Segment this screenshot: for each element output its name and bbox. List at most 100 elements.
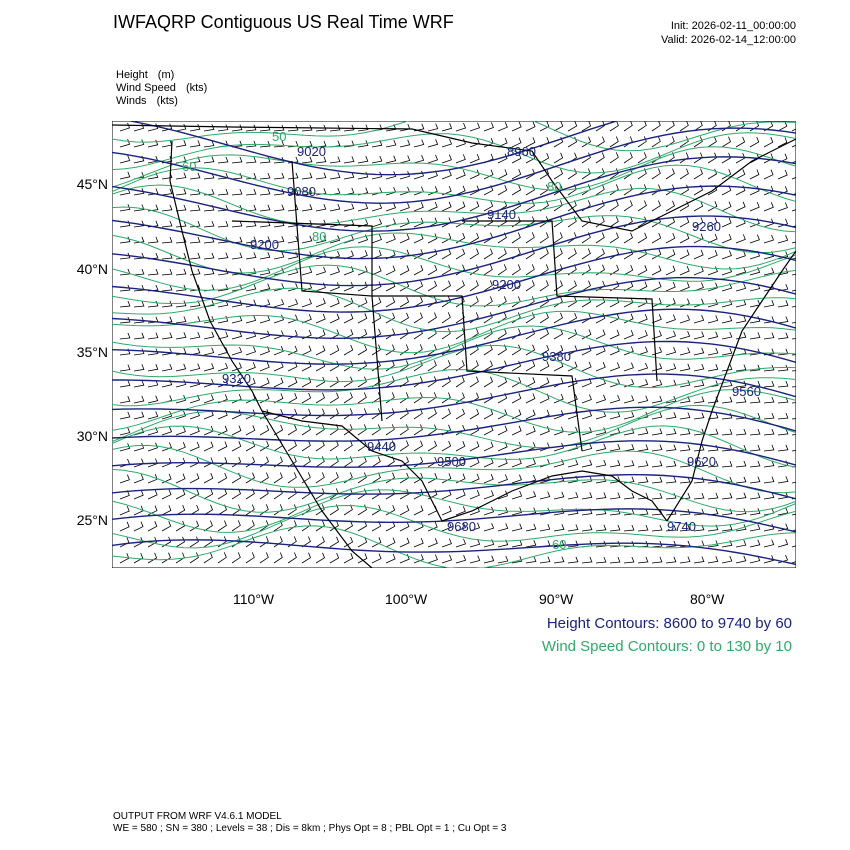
wind-barb xyxy=(651,540,663,548)
wind-barb xyxy=(735,283,747,292)
wind-barb xyxy=(357,265,368,276)
wind-barb xyxy=(385,408,395,420)
wind-barb xyxy=(441,296,451,308)
wind-barb xyxy=(427,154,439,164)
wind-barb xyxy=(385,472,395,484)
height-label: 9560 xyxy=(732,384,761,399)
wind-barb xyxy=(679,476,691,484)
wind-barb xyxy=(329,472,339,484)
wind-barb xyxy=(441,392,451,404)
wind-barb xyxy=(637,346,648,356)
wind-barb xyxy=(427,440,437,452)
wind-barb xyxy=(301,345,312,356)
wind-barb xyxy=(343,172,355,180)
wind-barb xyxy=(791,225,796,228)
wind-barb xyxy=(469,441,480,452)
wind-barb xyxy=(343,408,353,420)
wind-barb xyxy=(679,379,691,388)
wind-label: 60 xyxy=(182,159,196,174)
wind-barb xyxy=(469,522,481,532)
wind-barb xyxy=(119,187,131,196)
wind-barb xyxy=(133,300,145,308)
wind-barb xyxy=(637,444,649,452)
wind-barb xyxy=(595,200,605,212)
wind-barb xyxy=(273,314,285,324)
wind-barb xyxy=(679,363,691,372)
wind-barb xyxy=(707,428,719,436)
wind-barb xyxy=(119,427,131,436)
wind-barb xyxy=(707,152,717,164)
wind-barb xyxy=(553,524,565,532)
wind-barb xyxy=(791,418,796,420)
wind-barb xyxy=(567,361,578,372)
wind-barb xyxy=(273,251,285,260)
wind-barb xyxy=(497,409,508,420)
wind-barb xyxy=(525,377,536,388)
wind-barb xyxy=(427,344,437,356)
wind-barb xyxy=(749,508,761,516)
wind-barb xyxy=(707,347,719,356)
wind-barb xyxy=(301,298,312,308)
wind-barb xyxy=(791,561,796,564)
height-contour-legend: Height Contours: 8600 to 9740 by 60 xyxy=(546,615,792,632)
wind-barb xyxy=(189,520,199,532)
wind-barb xyxy=(553,410,564,420)
height-label: 9200 xyxy=(250,237,279,252)
height-label: 9080 xyxy=(287,184,316,199)
wind-barb xyxy=(189,188,201,196)
wind-barb xyxy=(651,281,662,292)
wind-barb xyxy=(217,252,229,260)
wind-barb xyxy=(539,264,549,276)
wind-barb xyxy=(483,490,494,500)
wind-barb xyxy=(553,232,563,244)
wind-barb xyxy=(399,392,409,404)
wind-barb xyxy=(315,188,327,196)
wind-barb xyxy=(315,520,325,532)
wind-barb xyxy=(427,139,439,148)
wind-barb xyxy=(553,200,563,212)
wind-barb xyxy=(539,328,549,340)
wind-barb xyxy=(609,411,621,420)
wind-barb xyxy=(567,459,579,468)
wind-barb xyxy=(301,361,312,372)
wind-barb xyxy=(651,152,661,164)
wind-barb xyxy=(609,297,620,308)
wind-barb xyxy=(343,440,353,452)
wind-barb xyxy=(245,124,257,132)
wind-contour xyxy=(112,264,796,307)
height-label: 9500 xyxy=(437,454,466,469)
wind-barb xyxy=(413,312,423,324)
wind-barb xyxy=(455,506,466,516)
wind-contour xyxy=(112,246,796,291)
wind-barb xyxy=(399,505,410,516)
wind-barb xyxy=(329,408,339,420)
wind-barb xyxy=(777,554,789,564)
wind-barb xyxy=(469,408,480,420)
wind-barb xyxy=(357,392,367,404)
wind-barb xyxy=(119,122,131,132)
wind-barb xyxy=(385,360,395,372)
wind-barb xyxy=(189,394,201,404)
wind-barb xyxy=(483,200,494,212)
wind-barb xyxy=(231,299,243,308)
wind-barb xyxy=(231,456,242,468)
wind-barb xyxy=(679,428,691,436)
wind-barb xyxy=(245,315,257,324)
height-contour xyxy=(112,474,796,500)
wind-barb xyxy=(175,489,186,500)
wind-barb xyxy=(161,332,173,340)
wind-contour xyxy=(112,489,796,533)
wind-barb xyxy=(315,156,327,164)
us-mexico-border xyxy=(261,410,443,522)
wind-barb xyxy=(217,124,229,132)
wind-barb xyxy=(483,169,494,180)
wind-barb xyxy=(791,481,796,484)
wind-barb xyxy=(259,172,271,180)
wind-barb xyxy=(595,248,605,260)
wind-barb xyxy=(525,121,536,132)
wind-barb xyxy=(497,425,508,436)
wind-barb xyxy=(357,140,369,148)
wind-barb xyxy=(651,379,663,388)
wind-barb xyxy=(651,556,663,564)
wind-barb xyxy=(175,140,187,148)
